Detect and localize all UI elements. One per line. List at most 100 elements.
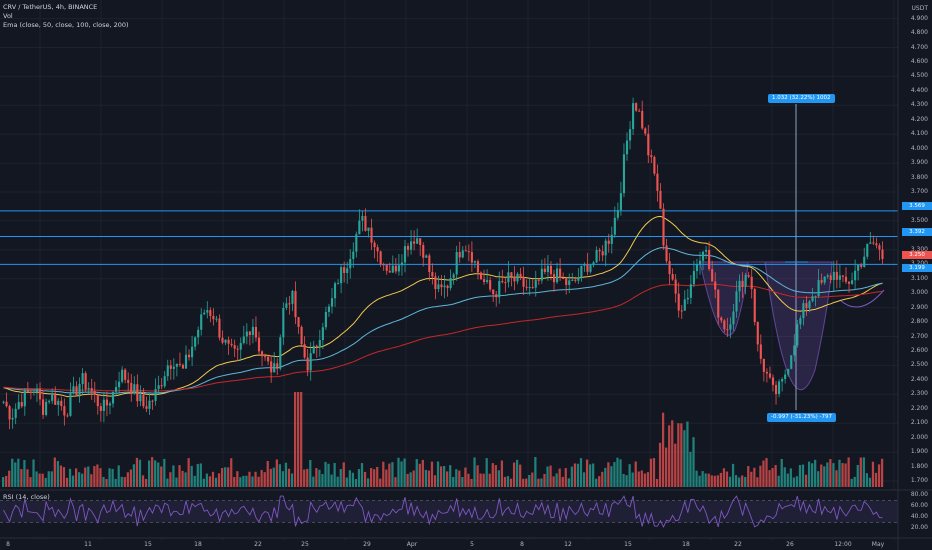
candle <box>343 267 346 273</box>
volume-legend[interactable]: Vol <box>3 12 13 20</box>
volume-bar <box>701 471 704 487</box>
volume-bar <box>312 476 315 487</box>
volume-bar <box>613 462 616 487</box>
measure-up-label[interactable]: 1.032 (32.22%) 1002 <box>768 94 835 103</box>
volume-bar <box>160 466 163 487</box>
candle <box>759 344 762 359</box>
volume-bar <box>421 459 424 487</box>
candle <box>35 388 39 392</box>
volume-bar <box>397 457 400 487</box>
candle <box>38 388 42 400</box>
volume-bar <box>552 476 555 487</box>
volume-bar <box>254 471 257 487</box>
volume-bar <box>768 470 771 487</box>
candle <box>866 243 869 257</box>
volume-bar <box>342 462 345 487</box>
candle <box>242 336 245 344</box>
volume-bar <box>44 477 47 487</box>
volume-bar <box>582 472 586 487</box>
volume-bar <box>181 470 184 487</box>
volume-bar <box>497 470 500 487</box>
rsi-line <box>3 495 883 528</box>
volume-bar <box>713 475 716 487</box>
measure-down-label[interactable]: -0.997 (-31.23%) -797 <box>767 413 836 422</box>
volume-bar <box>820 464 823 487</box>
candle <box>446 285 449 289</box>
volume-bar <box>674 443 677 487</box>
rsi-pane <box>0 490 898 538</box>
candle <box>66 415 69 417</box>
volume-bar <box>117 465 120 487</box>
candle <box>805 303 808 309</box>
candle <box>379 251 382 265</box>
volume-bar <box>74 468 78 487</box>
volume-bar <box>734 475 738 487</box>
candle <box>814 296 817 298</box>
volume-bar <box>704 473 707 487</box>
candle <box>14 408 17 418</box>
volume-bar <box>96 464 99 487</box>
volume-bar <box>756 477 759 487</box>
price-axis-label: 4.400 <box>910 86 928 94</box>
candle <box>458 252 461 258</box>
volume-bar <box>570 466 573 487</box>
candle <box>495 294 498 298</box>
price-axis-label: 2.300 <box>910 390 928 398</box>
volume-bar <box>482 473 485 487</box>
rsi-legend[interactable]: RSI (14, close) <box>3 493 50 501</box>
symbol-legend[interactable]: CRV / TetherUS, 4h, BINANCE <box>3 3 98 11</box>
time-axis-label: 26 <box>786 541 794 548</box>
volume-bar <box>382 461 385 487</box>
volume-bar <box>841 463 844 487</box>
volume-bar <box>567 478 570 487</box>
time-axis-label: 15 <box>144 541 152 548</box>
candle <box>200 314 203 330</box>
candle <box>844 276 848 282</box>
volume-bar <box>719 472 723 487</box>
volume-bar <box>458 470 461 487</box>
candle <box>154 389 157 401</box>
volume-bar <box>391 462 394 487</box>
volume-bar <box>795 476 799 487</box>
volume-bar <box>738 477 741 487</box>
candle <box>264 356 267 358</box>
candle <box>51 393 54 401</box>
candle <box>765 371 768 374</box>
volume-bar <box>248 471 251 487</box>
candle <box>54 393 57 405</box>
candle <box>236 348 239 350</box>
volume-bar <box>622 473 625 487</box>
volume-bar <box>351 472 354 487</box>
candle <box>178 363 181 365</box>
ema-legend[interactable]: Ema (close, 50, close, 100, close, 200) <box>3 21 129 29</box>
candle <box>376 247 379 252</box>
volume-bar <box>345 477 348 487</box>
candle <box>619 193 622 211</box>
volume-bar <box>823 466 826 487</box>
candle <box>248 331 251 336</box>
candle <box>486 280 489 283</box>
volume-bar <box>157 462 160 487</box>
candle <box>151 400 154 402</box>
volume-bar <box>537 478 540 487</box>
price-axis-label: 2.000 <box>910 433 928 441</box>
candle <box>820 280 823 283</box>
volume-bar <box>205 473 209 487</box>
candle <box>145 406 148 409</box>
candle <box>111 391 115 404</box>
candle <box>391 265 394 273</box>
candle <box>209 310 212 316</box>
volume-bar <box>631 472 634 487</box>
candle <box>671 273 674 280</box>
candle <box>206 310 209 313</box>
ema100-line <box>3 247 883 394</box>
candle <box>841 275 845 277</box>
volume-bar <box>771 467 774 487</box>
candle <box>756 322 759 345</box>
volume-bar <box>87 466 90 487</box>
volume-bar <box>625 475 628 487</box>
volume-bar <box>227 467 230 487</box>
volume-bar <box>534 457 537 487</box>
